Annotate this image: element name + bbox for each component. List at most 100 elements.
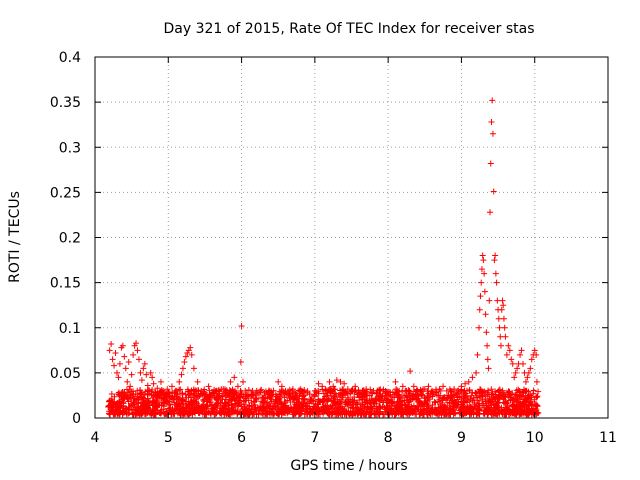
- data-point: [352, 383, 359, 390]
- data-point: [363, 386, 370, 393]
- data-point: [492, 252, 499, 259]
- data-point: [399, 388, 406, 395]
- data-point: [478, 266, 485, 273]
- data-point: [139, 399, 146, 406]
- data-point: [304, 389, 311, 396]
- data-point: [125, 404, 132, 411]
- data-point: [343, 411, 350, 418]
- data-point: [172, 406, 179, 413]
- data-point: [282, 404, 289, 411]
- data-point: [458, 405, 465, 412]
- data-point: [206, 391, 213, 398]
- data-point: [380, 399, 387, 406]
- data-point: [377, 404, 384, 411]
- data-point: [194, 393, 201, 400]
- data-point: [143, 371, 150, 378]
- data-point: [531, 396, 538, 403]
- data-point: [132, 406, 139, 413]
- data-point: [466, 388, 473, 395]
- data-point: [437, 407, 444, 414]
- data-point: [497, 333, 504, 340]
- data-point: [527, 365, 534, 372]
- data-point: [429, 402, 436, 409]
- data-point: [128, 371, 135, 378]
- grid-lines: [95, 57, 608, 418]
- y-tick-label: 0.05: [50, 366, 81, 382]
- y-tick-label: 0.35: [50, 95, 81, 111]
- data-point: [164, 386, 171, 393]
- data-point: [381, 395, 388, 402]
- data-point: [179, 365, 186, 372]
- data-point: [286, 389, 293, 396]
- data-point: [306, 405, 313, 412]
- data-point: [517, 406, 524, 413]
- data-point: [509, 409, 516, 416]
- data-point: [222, 407, 229, 414]
- data-point: [403, 396, 410, 403]
- data-point: [188, 351, 195, 358]
- data-point: [467, 395, 474, 402]
- data-point: [481, 288, 488, 295]
- data-point: [412, 392, 419, 399]
- data-point: [245, 387, 252, 394]
- x-tick-label: 5: [164, 430, 173, 446]
- data-point: [450, 406, 457, 413]
- data-point: [464, 393, 471, 400]
- data-point: [292, 389, 299, 396]
- data-point: [267, 411, 274, 418]
- data-point: [267, 393, 274, 400]
- data-point: [205, 383, 212, 390]
- data-point: [248, 391, 255, 398]
- data-point: [286, 386, 293, 393]
- data-point: [439, 397, 446, 404]
- data-point: [512, 391, 519, 398]
- data-point: [340, 392, 347, 399]
- data-point: [407, 368, 414, 375]
- data-point: [240, 378, 247, 385]
- data-point: [421, 386, 428, 393]
- data-point: [244, 410, 251, 417]
- data-point: [331, 399, 338, 406]
- data-point: [492, 388, 499, 395]
- data-point: [282, 410, 289, 417]
- data-point: [478, 279, 485, 286]
- data-point: [135, 396, 142, 403]
- data-point: [506, 406, 513, 413]
- data-point: [120, 405, 127, 412]
- data-point: [199, 410, 206, 417]
- data-point: [444, 402, 451, 409]
- data-point: [514, 402, 521, 409]
- data-point: [435, 392, 442, 399]
- data-point: [416, 400, 423, 407]
- data-point: [234, 383, 241, 390]
- data-point: [228, 401, 235, 408]
- data-point: [474, 394, 481, 401]
- data-point: [108, 340, 115, 347]
- data-point: [245, 392, 252, 399]
- data-point: [477, 386, 484, 393]
- data-point: [166, 394, 173, 401]
- data-point: [512, 411, 519, 418]
- data-point: [192, 387, 199, 394]
- data-points: [105, 97, 542, 418]
- data-point: [297, 410, 304, 417]
- data-point: [420, 409, 427, 416]
- data-point: [484, 393, 491, 400]
- data-point: [418, 389, 425, 396]
- data-point: [223, 389, 230, 396]
- data-point: [257, 389, 264, 396]
- data-point: [404, 394, 411, 401]
- data-point: [395, 410, 402, 417]
- data-point: [426, 410, 433, 417]
- data-point: [413, 405, 420, 412]
- x-tick-label: 4: [91, 430, 100, 446]
- data-point: [149, 410, 156, 417]
- data-point: [234, 401, 241, 408]
- data-point: [338, 396, 345, 403]
- data-point: [447, 387, 454, 394]
- data-point: [275, 378, 282, 385]
- data-point: [436, 386, 443, 393]
- data-point: [399, 383, 406, 390]
- data-point: [443, 411, 450, 418]
- data-point: [488, 118, 495, 125]
